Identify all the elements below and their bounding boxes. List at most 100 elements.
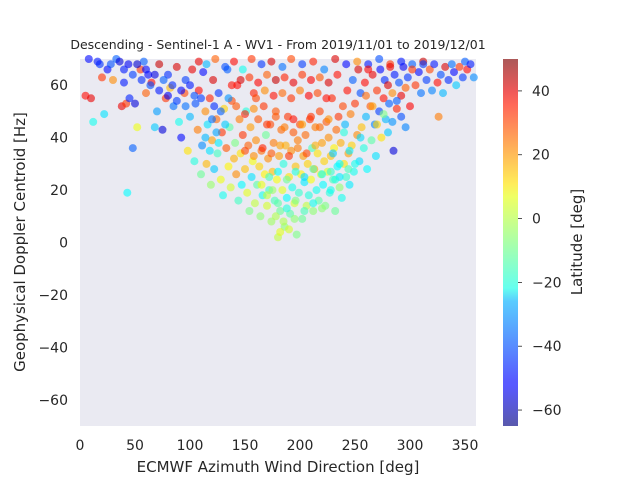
scatter-point [408, 65, 417, 74]
scatter-point [318, 170, 326, 179]
scatter-point [263, 201, 271, 210]
scatter-point [439, 89, 447, 98]
scatter-point [278, 62, 287, 71]
scatter-point [155, 86, 164, 95]
y-tick-label: 20 [50, 183, 68, 199]
x-tick-label: 250 [342, 438, 369, 454]
scatter-point [430, 60, 439, 69]
scatter-point [197, 94, 205, 103]
scatter-point [319, 180, 328, 189]
scatter-point [311, 141, 320, 150]
scatter-point [245, 207, 254, 215]
scatter-point [212, 128, 221, 137]
scatter-point [401, 83, 410, 92]
scatter-point [345, 180, 354, 189]
scatter-point [276, 207, 285, 215]
scatter-point [194, 86, 203, 95]
scatter-point [267, 149, 276, 158]
scatter-point [293, 136, 302, 145]
scatter-point [109, 76, 117, 84]
scatter-point [274, 167, 282, 176]
plot-background [80, 59, 476, 426]
scatter-point [100, 110, 109, 119]
scatter-point [198, 141, 207, 150]
scatter-point [201, 107, 210, 116]
scatter-point [337, 193, 346, 202]
y-tick-label: −60 [38, 393, 68, 409]
scatter-point [197, 170, 205, 179]
scatter-point [313, 89, 322, 98]
scatter-point [222, 144, 231, 153]
scatter-point [255, 162, 264, 171]
scatter-point [263, 70, 271, 79]
scatter-point [274, 199, 282, 208]
scatter-point [373, 120, 381, 129]
scatter-point [313, 149, 322, 158]
scatter-point [452, 81, 461, 90]
scatter-point [208, 136, 216, 145]
scatter-point [401, 123, 410, 132]
x-tick-label: 350 [452, 438, 479, 454]
scatter-point [250, 199, 259, 208]
scatter-point [210, 165, 219, 174]
scatter-point [202, 60, 211, 69]
scatter-point [172, 96, 181, 105]
scatter-point [466, 60, 475, 69]
colorbar [503, 59, 518, 426]
scatter-point [287, 94, 296, 103]
scatter-point [375, 55, 384, 63]
scatter-point [208, 115, 216, 124]
scatter-point [115, 57, 124, 66]
scatter-point [318, 204, 326, 213]
scatter-point [188, 65, 197, 74]
colorbar-tick-label: −40 [532, 339, 562, 355]
scatter-point [315, 107, 324, 116]
x-ticks: 0 50 100 150 200 250 300 350 [76, 438, 479, 454]
scatter-point [433, 78, 442, 87]
y-tick-label: 40 [50, 131, 68, 147]
scatter-point [123, 188, 132, 197]
scatter-point [267, 57, 276, 66]
scatter-point [315, 123, 324, 132]
scatter-point [254, 78, 263, 87]
scatter-point [247, 173, 256, 181]
scatter-point [414, 68, 423, 77]
scatter-point [236, 76, 245, 84]
scatter-point [202, 159, 211, 168]
scatter-point [213, 149, 222, 158]
scatter-point [336, 138, 345, 147]
scatter-point [164, 70, 172, 79]
x-tick-label: 100 [177, 438, 204, 454]
colorbar-tick-label: 0 [532, 212, 541, 228]
scatter-point [280, 73, 289, 82]
scatter-point [128, 144, 137, 153]
scatter-point [249, 152, 258, 160]
scatter-point [392, 104, 401, 113]
scatter-point [376, 65, 385, 74]
scatter-point [302, 149, 311, 158]
y-tick-label: 60 [50, 78, 68, 94]
scatter-point [259, 102, 268, 111]
scatter-point [368, 102, 377, 111]
scatter-point [298, 70, 307, 79]
scatter-point [406, 102, 414, 111]
scatter-point [318, 138, 326, 147]
y-tick-label: −20 [38, 288, 68, 304]
scatter-point [379, 110, 388, 119]
scatter-point [280, 123, 289, 132]
scatter-point [219, 191, 227, 200]
scatter-point [300, 207, 309, 215]
scatter-point [230, 57, 238, 66]
scatter-point [150, 123, 159, 132]
scatter-point [211, 55, 220, 63]
scatter-point [142, 65, 150, 74]
scatter-point [278, 89, 287, 98]
scatter-point [241, 146, 249, 155]
scatter-point [344, 165, 353, 174]
scatter-point [268, 186, 277, 195]
scatter-point [246, 123, 255, 132]
scatter-point [338, 102, 347, 111]
scatter-point [351, 159, 359, 168]
scatter-point [124, 60, 133, 69]
scatter-point [155, 60, 164, 69]
